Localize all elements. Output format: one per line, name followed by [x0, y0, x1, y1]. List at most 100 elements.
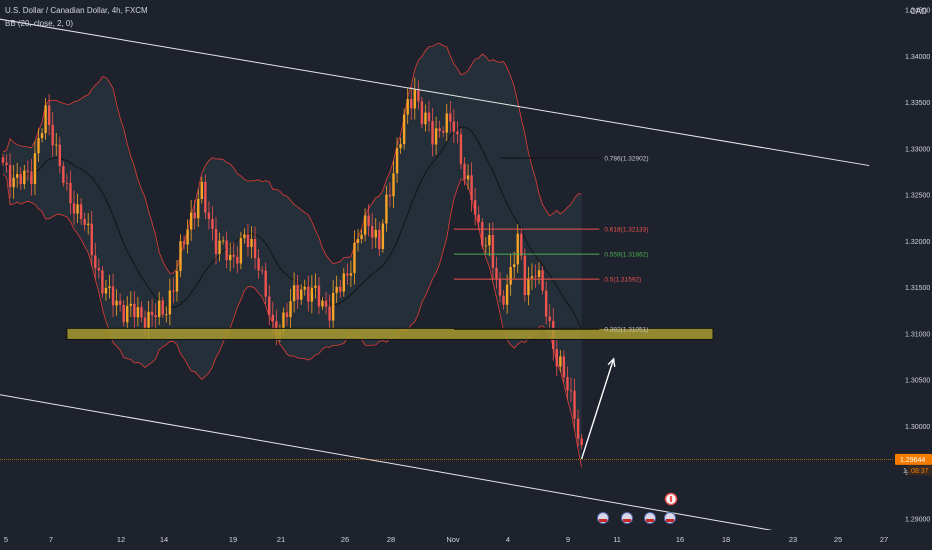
candle-body	[385, 194, 388, 224]
candle-body	[55, 144, 58, 146]
candle	[431, 108, 434, 157]
candle-body	[349, 273, 353, 276]
fib-retracement[interactable]: 0.786(1.32902) 0.618(1.32133) 0.559(1.3186…	[453, 155, 649, 334]
candle	[378, 221, 381, 257]
trendlines[interactable]	[0, 18, 893, 535]
candle	[26, 160, 30, 181]
candle-body	[363, 215, 367, 235]
candle-body	[559, 356, 562, 367]
candle-body	[417, 89, 420, 102]
candle	[459, 128, 463, 169]
economic-events[interactable]	[597, 492, 678, 524]
candle	[72, 190, 76, 226]
channel-trendline	[0, 394, 792, 535]
time-tick-label: 27	[880, 535, 888, 544]
candle	[264, 262, 267, 304]
candle-body	[314, 285, 317, 288]
candle-body	[94, 255, 97, 269]
candle	[445, 103, 448, 142]
time-axis[interactable]: 5 7 12 14 19 21 26 28 Nov 4 9 11 16 18 23 25 27	[0, 530, 932, 550]
candle-body	[253, 238, 257, 259]
candle-body	[335, 286, 338, 293]
candle-body	[371, 226, 374, 238]
candle	[523, 248, 527, 302]
candle-body	[158, 300, 161, 318]
candle	[559, 350, 562, 373]
candle-body	[509, 267, 512, 285]
price-tick-label: 1.32500	[905, 193, 930, 200]
candle-body	[115, 300, 118, 306]
candle	[239, 231, 243, 270]
support-zone[interactable]	[66, 327, 714, 340]
fib-level-label: 0.382(1.31051)	[604, 327, 648, 334]
candle-body	[136, 307, 140, 318]
candle	[505, 274, 509, 314]
time-tick-label: 16	[676, 535, 684, 544]
candle	[438, 120, 441, 138]
time-tick-label: 5	[4, 535, 8, 544]
candle-body	[19, 173, 22, 185]
candle	[186, 219, 189, 254]
candle-body	[108, 286, 111, 288]
candle-body	[434, 128, 438, 145]
candle	[363, 208, 367, 242]
candle	[385, 185, 388, 232]
alert-mark-icon	[669, 496, 673, 502]
candle-body	[204, 181, 207, 213]
candle	[197, 189, 200, 227]
candle	[328, 294, 331, 332]
candle-body	[406, 98, 409, 115]
candle-body	[300, 289, 303, 300]
candle	[214, 217, 218, 265]
candle	[541, 266, 544, 295]
candle	[133, 291, 136, 329]
candle-body	[186, 229, 189, 245]
candle-body	[303, 286, 306, 290]
candle-body	[502, 295, 505, 305]
symbol-title[interactable]: U.S. Dollar / Canadian Dollar, 4h, FXCM	[5, 6, 148, 15]
candle-body	[513, 264, 516, 268]
candle	[260, 266, 264, 275]
time-tick-label: 21	[277, 535, 285, 544]
candle-body	[62, 166, 65, 183]
candle-body	[47, 105, 51, 125]
candle-body	[1, 157, 5, 163]
candle	[243, 228, 246, 244]
price-axis[interactable]: 1.34500 1.34000 1.33500 1.33000 1.32500 1.320…	[893, 0, 932, 550]
current-price-badge	[895, 453, 932, 465]
candle-body	[505, 284, 509, 305]
candle-body	[51, 124, 54, 146]
candle-body	[65, 182, 69, 184]
candle-body	[395, 148, 399, 174]
candle	[111, 273, 115, 318]
candle	[136, 296, 140, 327]
candlestick-series	[1, 77, 583, 450]
price-tick-label: 1.31000	[905, 331, 930, 338]
candle-body	[90, 223, 93, 256]
candle	[509, 254, 512, 296]
candle	[413, 77, 416, 120]
projection-arrow-head	[607, 357, 616, 367]
candle-body	[179, 241, 182, 271]
candle	[1, 153, 5, 167]
candle-body	[452, 121, 456, 132]
indicator-legend[interactable]: BB (20, close, 2, 0)	[5, 19, 74, 28]
candle-body	[346, 273, 349, 276]
candle-body	[175, 270, 179, 292]
candle	[79, 198, 83, 225]
candle	[236, 246, 239, 274]
candle-body	[143, 317, 147, 331]
candle-body	[477, 214, 480, 222]
candle-body	[307, 286, 310, 302]
candle-body	[72, 203, 76, 214]
candle-body	[310, 287, 314, 302]
candle	[360, 229, 363, 244]
candle-body	[402, 114, 406, 145]
economic-event-icon	[664, 512, 676, 524]
candle	[140, 301, 143, 323]
candle-body	[8, 165, 12, 188]
candle	[456, 121, 459, 144]
candle-body	[527, 278, 530, 296]
candle	[566, 366, 569, 400]
